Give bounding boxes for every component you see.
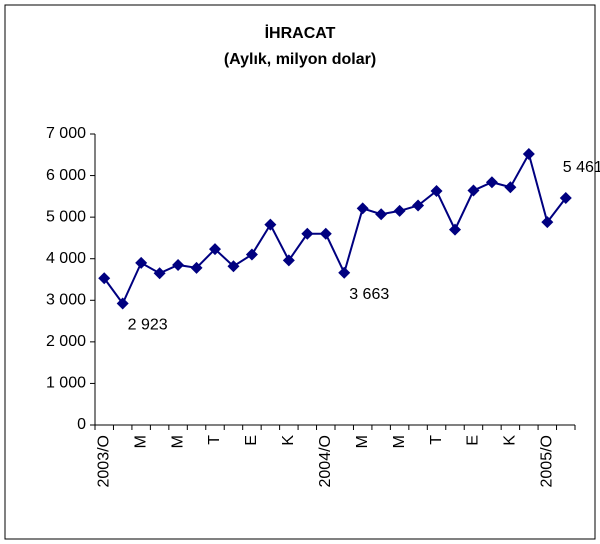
y-tick-label: 7 000: [46, 125, 86, 142]
marker: [356, 202, 369, 215]
chart-frame: [4, 4, 596, 540]
x-tick-label: 2005/O: [539, 435, 556, 487]
marker: [301, 227, 314, 240]
marker: [430, 184, 443, 197]
y-tick-label: 3 000: [46, 292, 86, 309]
data-label: 3 663: [349, 286, 389, 303]
marker: [467, 184, 480, 197]
marker: [153, 267, 166, 280]
y-tick-label: 4 000: [46, 250, 86, 267]
marker: [375, 208, 388, 221]
marker: [559, 191, 572, 204]
x-tick-label: M: [354, 435, 371, 448]
y-tick-label: 5 000: [46, 208, 86, 225]
x-tick-label: M: [169, 435, 186, 448]
marker: [338, 266, 351, 279]
data-label: 5 461: [563, 159, 600, 176]
y-tick-label: 1 000: [46, 375, 86, 392]
marker: [227, 260, 240, 273]
y-tick-label: 6 000: [46, 167, 86, 184]
marker: [319, 227, 332, 240]
marker: [172, 258, 185, 271]
x-tick-label: T: [428, 435, 445, 445]
marker: [98, 272, 111, 285]
x-tick-label: E: [465, 435, 482, 446]
marker: [209, 243, 221, 256]
marker: [282, 254, 295, 267]
chart-title: İHRACAT: [265, 24, 336, 42]
x-tick-label: M: [132, 435, 149, 448]
marker: [393, 204, 406, 217]
marker: [135, 256, 148, 269]
y-tick-label: 0: [77, 416, 86, 433]
x-tick-label: 2003/O: [95, 435, 112, 487]
x-tick-label: 2004/O: [317, 435, 334, 487]
marker: [245, 248, 258, 261]
marker: [504, 181, 517, 194]
chart-subtitle: (Aylık, milyon dolar): [224, 51, 376, 68]
marker: [190, 261, 203, 274]
x-tick-label: K: [280, 435, 297, 446]
marker: [485, 176, 498, 189]
marker: [449, 223, 461, 236]
x-tick-label: T: [206, 435, 223, 445]
x-tick-label: E: [243, 435, 260, 446]
marker: [116, 297, 129, 310]
marker: [522, 147, 535, 160]
x-tick-label: M: [391, 435, 408, 448]
marker: [541, 216, 554, 229]
x-tick-label: K: [502, 435, 519, 446]
marker: [412, 199, 425, 212]
marker: [264, 218, 277, 231]
y-tick-label: 2 000: [46, 333, 86, 350]
data-label: 2 923: [128, 317, 168, 334]
